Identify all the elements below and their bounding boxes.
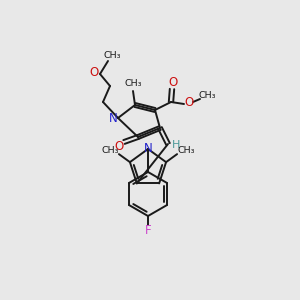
Text: CH₃: CH₃ [177, 146, 195, 154]
Text: H: H [172, 140, 180, 150]
Text: N: N [144, 142, 152, 154]
Text: CH₃: CH₃ [103, 50, 121, 59]
Text: CH₃: CH₃ [198, 92, 216, 100]
Text: N: N [109, 112, 117, 124]
Text: CH₃: CH₃ [101, 146, 119, 154]
Text: F: F [145, 224, 151, 236]
Text: O: O [168, 76, 178, 88]
Text: O: O [184, 97, 194, 110]
Text: O: O [114, 140, 124, 152]
Text: O: O [89, 67, 99, 80]
Text: CH₃: CH₃ [124, 80, 142, 88]
